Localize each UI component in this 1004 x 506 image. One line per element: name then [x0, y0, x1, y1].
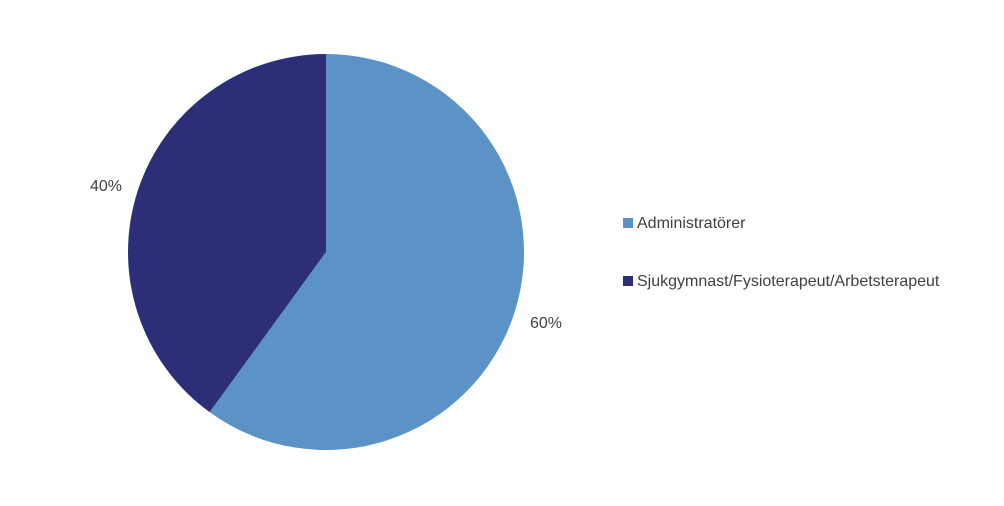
- legend-swatch-2: [623, 276, 633, 286]
- data-label-2: 40%: [90, 178, 122, 195]
- pie-slices: [128, 54, 524, 451]
- data-labels: 60% 40%: [90, 178, 562, 332]
- legend: Administratörer Sjukgymnast/Fysioterapeut…: [623, 215, 940, 290]
- legend-label-2: Sjukgymnast/Fysioterapeut/Arbetsterapeut: [637, 273, 940, 290]
- legend-label-1: Administratörer: [637, 215, 746, 232]
- data-label-1: 60%: [530, 315, 562, 332]
- legend-swatch-1: [623, 218, 633, 228]
- pie-slice-1: [209, 54, 524, 451]
- pie-slice-2: [128, 54, 326, 413]
